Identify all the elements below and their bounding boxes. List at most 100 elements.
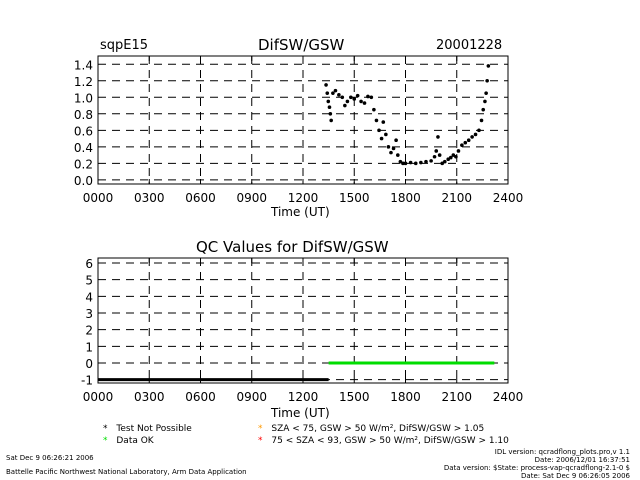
- data-point: [403, 161, 408, 166]
- data-point: [327, 105, 332, 109]
- data-point: [325, 91, 330, 95]
- data-point: [484, 91, 488, 95]
- data-point: [466, 138, 471, 143]
- footer-institution: Battelle Pacific Northwest National Labo…: [6, 468, 247, 476]
- data-point: [369, 95, 374, 100]
- footer-idl-date: Date: 2006/12/01 16:37:51: [534, 456, 630, 464]
- y-tick-label: 1: [85, 340, 93, 354]
- x-tick-label: 0600: [185, 390, 216, 404]
- data-point: [408, 160, 413, 165]
- data-point: [456, 149, 461, 153]
- x-tick-label: 0600: [185, 191, 216, 205]
- y-tick-label: 6: [85, 257, 93, 271]
- data-point: [396, 153, 400, 157]
- x-tick-label: 1500: [339, 390, 370, 404]
- data-point: [479, 118, 484, 123]
- legend-item-sza75: * SZA < 75, GSW > 50 W/m², DifSW/GSW > 1…: [258, 424, 484, 434]
- x-tick-label: 1800: [390, 191, 421, 205]
- y-tick-label: 0.8: [74, 108, 93, 122]
- y-tick-label: 1.4: [74, 58, 93, 72]
- data-point: [429, 159, 433, 163]
- footer-data-version: Data version: $State: process-vap-qcradf…: [443, 464, 630, 472]
- data-point: [331, 91, 335, 95]
- y-tick-label: 3: [85, 307, 93, 321]
- data-point: [366, 94, 370, 99]
- legend-label: SZA < 75, GSW > 50 W/m², DifSW/GSW > 1.0…: [271, 424, 485, 434]
- y-tick-label: 4: [85, 290, 93, 304]
- data-point: [486, 64, 491, 68]
- chart1-title: DifSW/GSW: [258, 36, 345, 54]
- y-tick-label: 2: [85, 324, 93, 338]
- y-tick-label: 0.2: [74, 157, 93, 171]
- legend-label: Test Not Possible: [116, 424, 192, 434]
- legend-symbol: *: [103, 436, 108, 446]
- legend-symbol: *: [258, 436, 263, 446]
- data-point: [349, 95, 353, 100]
- x-tick-label: 2100: [441, 390, 472, 404]
- data-point: [374, 118, 379, 123]
- data-point: [391, 146, 396, 151]
- data-point: [384, 132, 388, 137]
- data-point: [413, 161, 418, 166]
- footer-idl-version: IDL version: qcradflong_plots.pro,v 1.1: [494, 448, 630, 456]
- y-tick-label: 0.4: [74, 141, 93, 155]
- x-tick-label: 0300: [134, 191, 165, 205]
- legend-item-test-not-possible: * Test Not Possible: [103, 424, 192, 434]
- data-point: [432, 154, 437, 159]
- data-point: [372, 107, 376, 112]
- y-tick-label: 1.2: [74, 75, 93, 89]
- data-point: [340, 95, 345, 100]
- data-point: [389, 150, 393, 155]
- data-point: [345, 99, 350, 104]
- y-tick-label: -1: [81, 374, 93, 388]
- data-point: [355, 93, 360, 98]
- y-tick-label: 0.0: [74, 174, 93, 188]
- x-tick-label: 0900: [236, 390, 267, 404]
- data-point: [483, 99, 487, 104]
- x-tick-label: 0000: [83, 191, 114, 205]
- data-point: [485, 78, 489, 83]
- footer-data-date: Date: Sat Dec 9 06:26:05 2006: [521, 472, 630, 480]
- footer-run-date: Sat Dec 9 06:26:21 2006: [6, 454, 94, 462]
- data-point: [352, 97, 357, 101]
- y-tick-label: 0.6: [74, 124, 93, 138]
- data-point: [362, 101, 367, 105]
- data-point: [481, 107, 486, 112]
- x-tick-label: 1500: [339, 191, 370, 205]
- y-tick-label: 0: [85, 357, 93, 371]
- data-point: [419, 160, 423, 165]
- data-point: [324, 83, 328, 87]
- data-point: [463, 140, 468, 145]
- data-point: [434, 149, 439, 153]
- x-tick-label: 2400: [493, 191, 524, 205]
- legend-symbol: *: [258, 424, 263, 434]
- data-point: [379, 136, 384, 141]
- x-tick-label: 1200: [288, 191, 319, 205]
- data-point: [448, 155, 453, 160]
- data-point: [473, 132, 478, 137]
- data-point: [454, 154, 458, 159]
- data-point: [451, 153, 456, 157]
- chart1-xlabel: Time (UT): [271, 205, 330, 219]
- legend-label: Data OK: [116, 436, 154, 446]
- data-point: [386, 145, 391, 149]
- y-tick-label: 5: [85, 274, 93, 288]
- data-point: [394, 138, 398, 143]
- chart2-title: QC Values for DifSW/GSW: [196, 238, 389, 256]
- x-tick-label: 2400: [493, 390, 524, 404]
- data-point: [333, 88, 338, 93]
- x-tick-label: 0000: [83, 390, 114, 404]
- data-point: [401, 161, 405, 166]
- data-point: [436, 135, 440, 139]
- data-point: [329, 118, 333, 123]
- data-point: [377, 128, 381, 133]
- chart2-xlabel: Time (UT): [271, 406, 330, 420]
- data-point: [446, 157, 451, 162]
- data-point: [470, 135, 474, 139]
- data-point: [477, 128, 481, 133]
- data-point: [381, 120, 386, 124]
- legend-symbol: *: [103, 424, 108, 434]
- x-tick-label: 2100: [441, 191, 472, 205]
- data-point: [398, 159, 403, 164]
